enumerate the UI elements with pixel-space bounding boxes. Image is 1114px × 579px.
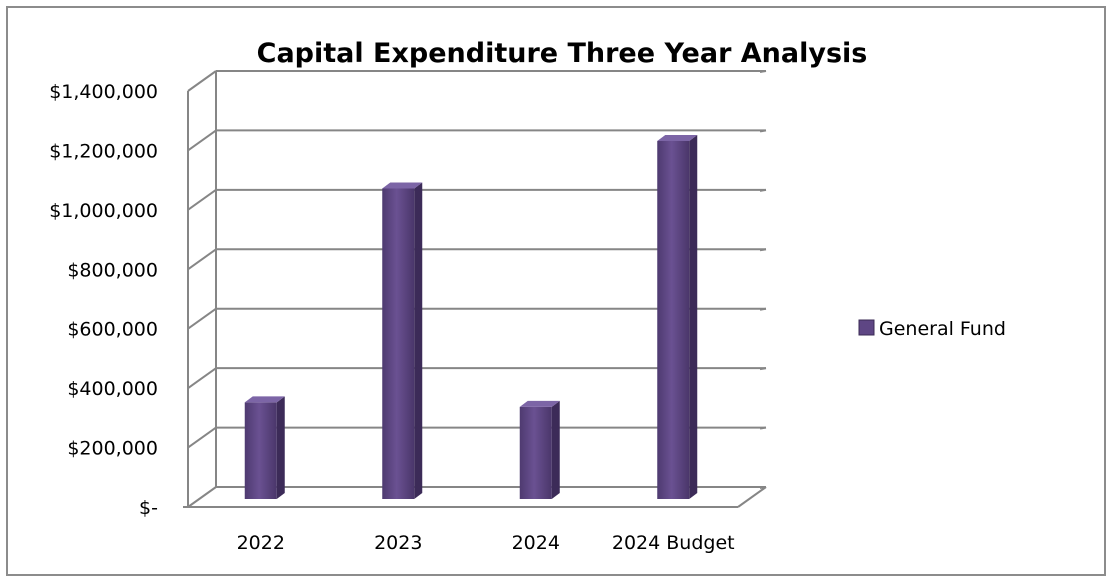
gridline-side bbox=[187, 426, 217, 449]
floor-right-edge bbox=[737, 486, 767, 508]
gridline-end-tick bbox=[759, 70, 767, 73]
y-tick-label: $- bbox=[139, 497, 158, 519]
y-tick-label: $600,000 bbox=[67, 319, 158, 341]
gridline-side bbox=[187, 486, 217, 508]
x-tick-label: 2024 Budget bbox=[612, 532, 735, 554]
labels: $- $200,000 $400,000 $600,000 $800,000 $1,000… bbox=[49, 81, 734, 554]
bar-top bbox=[244, 396, 285, 403]
legend: General Fund bbox=[858, 318, 1006, 340]
x-tick-label: 2022 bbox=[237, 532, 285, 554]
gridline-end-tick bbox=[759, 129, 767, 133]
y-tick-label: $1,200,000 bbox=[49, 140, 158, 162]
bar-top bbox=[657, 134, 698, 141]
y-tick-label: $800,000 bbox=[67, 259, 158, 281]
chart-title: Capital Expenditure Three Year Analysis bbox=[257, 38, 868, 69]
bar bbox=[382, 188, 415, 499]
gridline-side bbox=[187, 189, 217, 211]
x-tick-label: 2024 bbox=[512, 532, 560, 554]
gridline-side bbox=[187, 307, 217, 330]
legend-label-general-fund: General Fund bbox=[879, 318, 1006, 340]
y-tick-label: $400,000 bbox=[67, 378, 158, 400]
gridline-side bbox=[187, 70, 217, 92]
gridline-side bbox=[187, 248, 217, 271]
x-tick-label: 2023 bbox=[374, 532, 422, 554]
bar-side bbox=[276, 396, 285, 499]
bar-top bbox=[519, 400, 560, 407]
bar bbox=[657, 140, 690, 499]
gridline-side bbox=[187, 129, 217, 152]
bar-top bbox=[382, 182, 423, 189]
gridline-end-tick bbox=[759, 188, 767, 192]
gridline-end-tick bbox=[759, 367, 767, 371]
bar bbox=[244, 402, 277, 499]
bar-side bbox=[689, 134, 698, 499]
gridline-end-tick bbox=[759, 248, 767, 252]
bar-side bbox=[551, 400, 560, 499]
gridline-side bbox=[187, 367, 217, 389]
bars bbox=[244, 134, 698, 499]
bar-side bbox=[414, 182, 423, 499]
bar bbox=[519, 406, 552, 499]
y-tick-label: $200,000 bbox=[67, 438, 158, 460]
axes bbox=[183, 71, 767, 508]
gridline-end-tick bbox=[759, 307, 767, 311]
legend-swatch-general-fund bbox=[858, 319, 875, 336]
y-tick-label: $1,000,000 bbox=[49, 200, 158, 222]
y-tick-label: $1,400,000 bbox=[49, 81, 158, 103]
gridline-end-tick bbox=[759, 426, 767, 430]
